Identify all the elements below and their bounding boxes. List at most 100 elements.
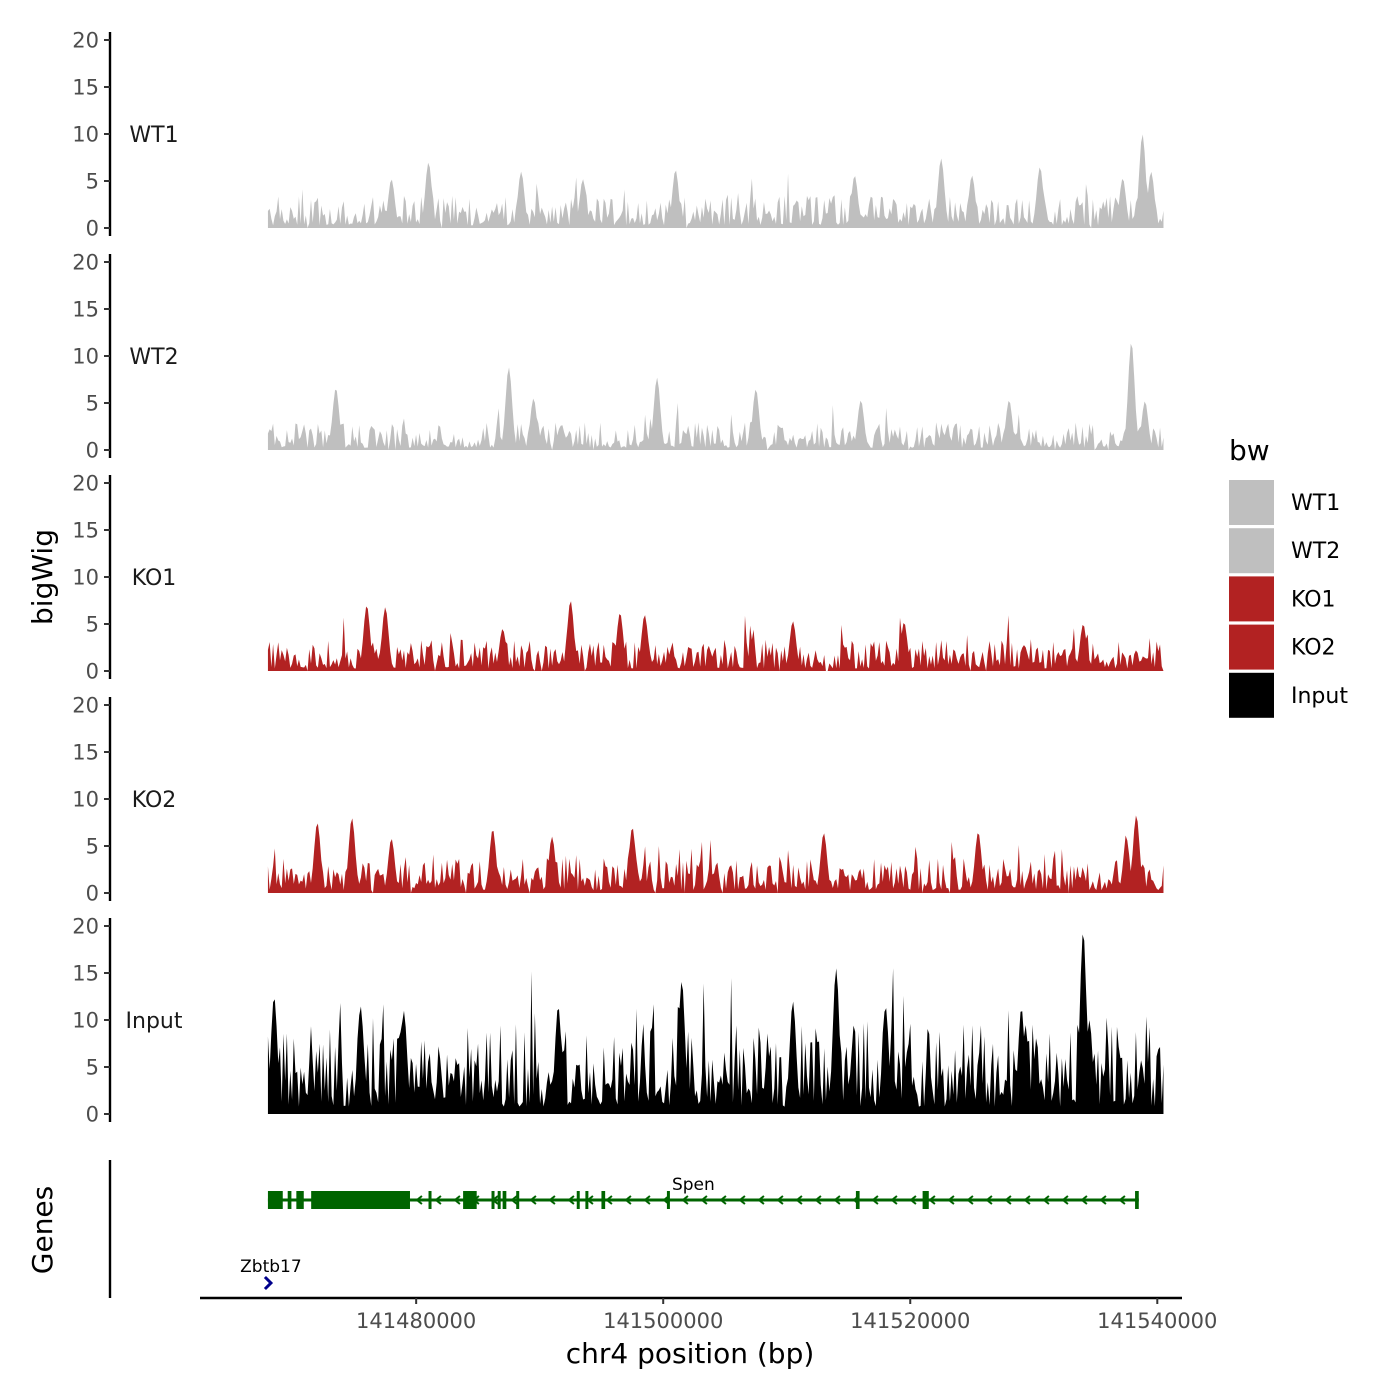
strand-chevron [453,1195,461,1205]
y-tick-label: 0 [86,439,99,463]
gene-exon [1135,1191,1139,1209]
coverage-area-wt2 [267,343,1164,450]
gene-exon [463,1191,477,1209]
gene-exon [287,1191,292,1209]
legend-label: Input [1291,684,1348,709]
strand-chevron [776,1195,784,1205]
gene-label-zbtb17: Zbtb17 [240,1257,302,1277]
legend-title: bw [1229,434,1270,467]
gene-exon [922,1191,929,1209]
track-label: WT2 [129,345,178,370]
legend-swatch [1229,480,1274,525]
strand-chevron [966,1195,974,1205]
y-tick-label: 10 [72,345,99,369]
gene-exon [311,1191,410,1209]
y-tick-label: 20 [72,694,99,718]
y-tick-label: 10 [72,566,99,590]
y-tick-label: 15 [72,76,99,100]
x-axis-title: chr4 position (bp) [566,1337,815,1370]
legend-label: WT2 [1291,539,1340,564]
strand-chevron [947,1195,955,1205]
strand-chevron [1023,1195,1031,1205]
y-tick-label: 0 [86,882,99,906]
y-tick-label: 20 [72,251,99,275]
y-tick-label: 10 [72,123,99,147]
y-tick-label: 0 [86,217,99,241]
strand-chevron [1080,1195,1088,1205]
gene-exon [497,1191,501,1209]
x-tick-label: 141540000 [1097,1309,1217,1333]
legend-swatch [1229,624,1274,670]
strand-chevron [738,1195,746,1205]
x-tick-label: 141520000 [850,1309,970,1333]
legend-label: KO2 [1291,636,1336,661]
strand-chevron [510,1195,518,1205]
gene-exon [516,1191,520,1209]
legend: bw WT1 WT2 KO1 KO2 Input [1229,434,1348,718]
gene-label-spen: Spen [672,1175,715,1195]
strand-chevron [928,1195,936,1205]
coverage-tracks: 0 5 10 15 20 WT1 0 5 10 15 20 WT2 0 5 10 15 20 KO1 0 5 10 15 2… [72,29,1164,1127]
strand-chevron [605,1195,613,1205]
gene-track-title: Genes [26,1186,59,1274]
strand-chevron [1042,1195,1050,1205]
legend-swatch [1229,576,1274,622]
gene-exon [576,1191,580,1209]
y-tick-label: 20 [72,915,99,939]
strand-chevron [1061,1195,1069,1205]
strand-chevron [1099,1195,1107,1205]
gene-exon [601,1191,606,1209]
legend-item-ko2: KO2 [1229,624,1336,670]
track-input: 0 5 10 15 20 Input [72,915,1164,1127]
strand-chevron [643,1195,651,1205]
track-wt2: 0 5 10 15 20 WT2 [72,251,1164,463]
gene-exon [585,1191,589,1209]
strand-chevron [415,1195,423,1205]
legend-label: KO1 [1291,587,1336,612]
gene-exon [296,1191,304,1209]
strand-chevron [681,1195,689,1205]
y-tick-label: 10 [72,1009,99,1033]
gene-zbtb17: Zbtb17 [240,1257,302,1291]
strand-chevron [833,1195,841,1205]
legend-item-wt2: WT2 [1229,528,1340,574]
strand-chevron [434,1195,442,1205]
strand-chevron [567,1195,575,1205]
x-tick-label: 141500000 [603,1309,723,1333]
strand-chevron [871,1195,879,1205]
legend-swatch [1229,672,1274,718]
coverage-area-input [267,934,1164,1114]
y-tick-label: 15 [72,519,99,543]
y-tick-label: 10 [72,788,99,812]
y-tick-label: 20 [72,472,99,496]
strand-chevron [529,1195,537,1205]
gene-track: Spen Zbtb17 [108,1160,1139,1298]
track-label: WT1 [129,123,178,148]
gene-exon [855,1191,860,1209]
strand-chevron [1004,1195,1012,1205]
strand-chevron [985,1195,993,1205]
track-label: KO1 [132,566,177,591]
gene-exon [428,1191,432,1209]
track-wt1: 0 5 10 15 20 WT1 [72,29,1164,241]
legend-item-ko1: KO1 [1229,576,1336,622]
gene-exon [491,1191,495,1209]
legend-swatch [1229,528,1274,574]
strand-chevron [814,1195,822,1205]
legend-item-input: Input [1229,672,1348,718]
strand-chevron [1118,1195,1126,1205]
y-tick-label: 5 [86,613,99,637]
coverage-area-ko2 [267,815,1164,893]
gene-spen: Spen [267,1175,1139,1209]
track-label: KO2 [132,788,177,813]
strand-chevron [700,1195,708,1205]
gene-zbtb17-arrow [263,1275,274,1291]
track-label: Input [126,1009,183,1034]
gene-exon [666,1191,670,1209]
track-ko1: 0 5 10 15 20 KO1 [72,472,1164,684]
gene-exon [502,1191,507,1209]
strand-chevron [890,1195,898,1205]
y-tick-label: 5 [86,392,99,416]
strand-chevron [719,1195,727,1205]
